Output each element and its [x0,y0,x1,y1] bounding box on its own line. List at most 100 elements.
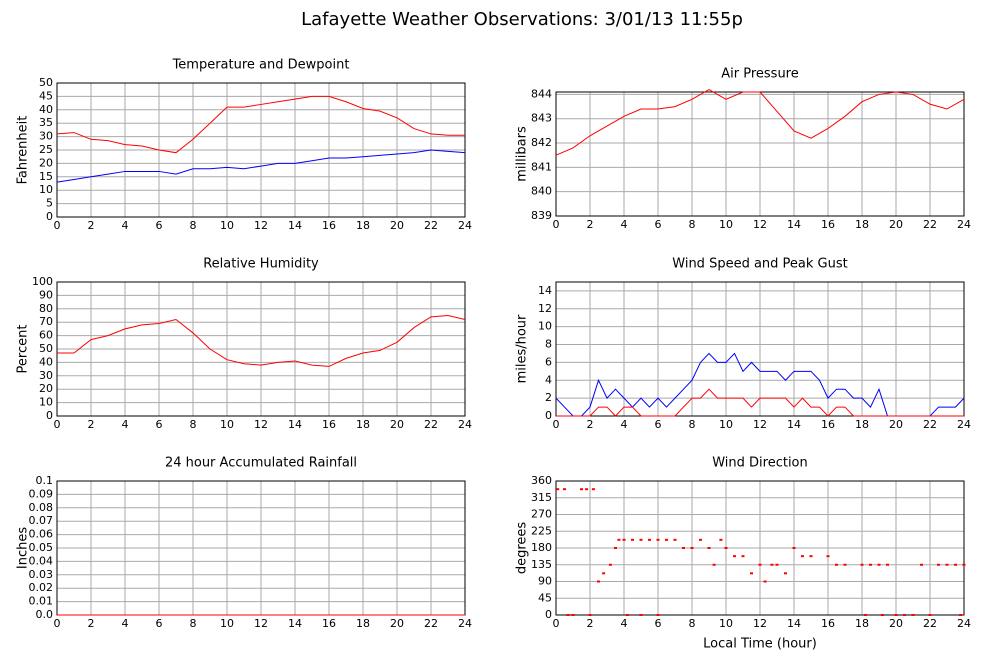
x-tick-label: 6 [655,418,662,431]
y-tick-label: 0.06 [29,528,54,541]
x-tick-label: 8 [190,617,197,630]
y-tick-label: 45 [538,591,552,604]
x-tick-label: 0 [553,418,560,431]
x-tick-label: 20 [390,418,404,431]
x-tick-label: 14 [288,219,302,232]
y-tick-label: 90 [538,575,552,588]
x-tick-label: 20 [889,617,903,630]
x-tick-label: 6 [156,219,163,232]
data-point [775,563,779,566]
data-point [920,563,923,566]
data-point [631,538,634,541]
data-point [665,538,668,541]
y-tick-label: 25 [39,143,53,156]
x-tick-label: 0 [553,617,560,630]
x-tick-label: 0 [54,219,61,232]
y-tick-label: 50 [39,342,53,355]
data-point [656,614,660,616]
y-tick-label: 8 [545,338,552,351]
y-tick-label: 12 [538,302,552,315]
y-tick-label: 841 [531,160,552,173]
data-point [622,538,626,541]
y-axis-label: Inches [16,527,31,569]
x-tick-label: 12 [753,617,767,630]
x-tick-label: 6 [655,617,662,630]
x-tick-label: 2 [587,617,594,630]
y-tick-label: 0.07 [29,514,54,527]
y-tick-label: 10 [39,183,53,196]
y-axis-label: miles/hour [515,314,530,383]
x-tick-label: 10 [719,617,733,630]
data-point [880,614,884,616]
y-tick-label: 40 [39,355,53,368]
data-point [639,538,643,541]
data-point [741,555,745,558]
y-tick-label: 0.02 [29,581,54,594]
x-tick-label: 4 [122,617,129,630]
y-tick-label: 100 [32,275,53,288]
data-point [566,614,570,616]
data-point [625,614,629,616]
y-tick-label: 10 [538,320,552,333]
x-tick-label: 16 [821,418,835,431]
chart-title: Wind Direction [712,456,808,471]
data-point [886,563,889,566]
y-tick-label: 35 [39,116,53,129]
data-point [585,488,589,491]
data-point [750,572,753,575]
y-tick-label: 70 [39,315,53,328]
y-tick-label: 80 [39,302,53,315]
y-tick-label: 90 [39,288,53,301]
x-tick-label: 18 [855,218,869,231]
x-tick-label: 20 [390,617,404,630]
y-tick-label: 45 [39,89,53,102]
y-tick-label: 0.04 [29,554,54,567]
data-point [724,547,728,549]
y-tick-label: 60 [39,329,53,342]
y-tick-label: 0 [545,409,552,422]
y-tick-label: 360 [531,474,552,487]
x-tick-label: 0 [54,418,61,431]
x-tick-label: 18 [356,219,370,232]
y-tick-label: 0.05 [29,541,54,554]
y-tick-label: 0 [46,409,53,422]
chart-title: Air Pressure [721,67,799,82]
data-point [801,555,804,558]
data-point [843,563,847,566]
data-point [894,614,898,616]
y-tick-label: 0.08 [29,501,54,514]
data-line [56,95,465,154]
data-point [959,614,963,616]
x-tick-label: 10 [719,418,733,431]
data-point [699,538,702,541]
x-tick-label: 16 [821,617,835,630]
page-title: Lafayette Weather Observations: 3/01/13 … [301,9,743,30]
chart-title: Relative Humidity [203,257,319,272]
x-tick-label: 12 [753,418,767,431]
data-point [602,572,606,575]
data-point [639,614,643,616]
data-point [809,555,813,558]
x-tick-label: 4 [621,218,628,231]
x-tick-label: 10 [719,218,733,231]
x-tick-label: 12 [753,218,767,231]
data-point [597,580,600,583]
data-point [911,614,915,616]
x-tick-label: 8 [689,617,696,630]
data-point [588,614,592,616]
x-tick-label: 4 [621,617,628,630]
y-tick-label: 840 [531,185,552,198]
y-tick-label: 842 [531,136,552,149]
x-tick-label: 14 [288,617,302,630]
x-tick-label: 22 [923,418,937,431]
data-point [580,488,583,491]
data-point [860,563,864,566]
x-tick-label: 12 [254,617,268,630]
x-tick-label: 24 [458,617,472,630]
y-tick-label: 270 [531,508,552,521]
x-tick-label: 16 [322,617,336,630]
x-tick-label: 14 [288,418,302,431]
x-tick-label: 2 [587,418,594,431]
y-tick-label: 315 [531,491,552,504]
